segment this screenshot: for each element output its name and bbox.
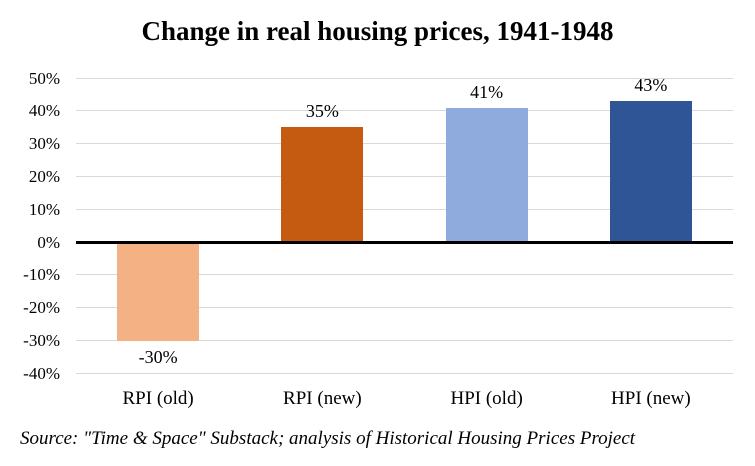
bar-rpi-new: [281, 127, 364, 242]
bar-value-label: 35%: [305, 101, 339, 122]
gridline: [76, 307, 733, 309]
y-axis-tick-label: 50%: [28, 68, 60, 88]
gridline: [76, 274, 733, 276]
gridline: [76, 143, 733, 145]
chart-title: Change in real housing prices, 1941-1948: [141, 16, 614, 46]
x-axis-category-label: RPI (new): [283, 388, 362, 409]
bar-value-label: 41%: [470, 81, 504, 102]
bar-hpi-old: [445, 107, 528, 242]
gridline: [76, 110, 733, 112]
zero-axis-line: [76, 240, 733, 244]
y-axis-tick-label: 10%: [28, 199, 60, 219]
gridline: [76, 175, 733, 177]
x-axis-category-label: RPI (old): [122, 388, 194, 409]
y-axis-tick-label: 0%: [37, 232, 60, 252]
source-note: Source: "Time & Space" Substack; analysi…: [20, 428, 636, 449]
x-axis-category-label: HPI (new): [611, 388, 691, 409]
gridline: [76, 208, 733, 210]
y-axis-tick-label: -10%: [23, 265, 60, 285]
bar-rpi-old: [117, 243, 200, 342]
bar-value-label: -30%: [138, 347, 178, 368]
x-axis-category-label: HPI (old): [450, 388, 523, 409]
y-axis-tick-label: 20%: [28, 166, 60, 186]
gridline: [76, 339, 733, 341]
y-axis-tick-label: -30%: [23, 330, 60, 350]
y-axis-tick-label: -20%: [23, 298, 60, 318]
y-axis-tick-label: 30%: [28, 134, 60, 154]
bar-value-label: 43%: [634, 75, 668, 96]
gridline: [76, 372, 733, 374]
y-axis-tick-label: -40%: [23, 363, 60, 383]
bar-hpi-new: [609, 101, 692, 242]
gridline: [76, 77, 733, 79]
y-axis-tick-label: 40%: [28, 101, 60, 121]
